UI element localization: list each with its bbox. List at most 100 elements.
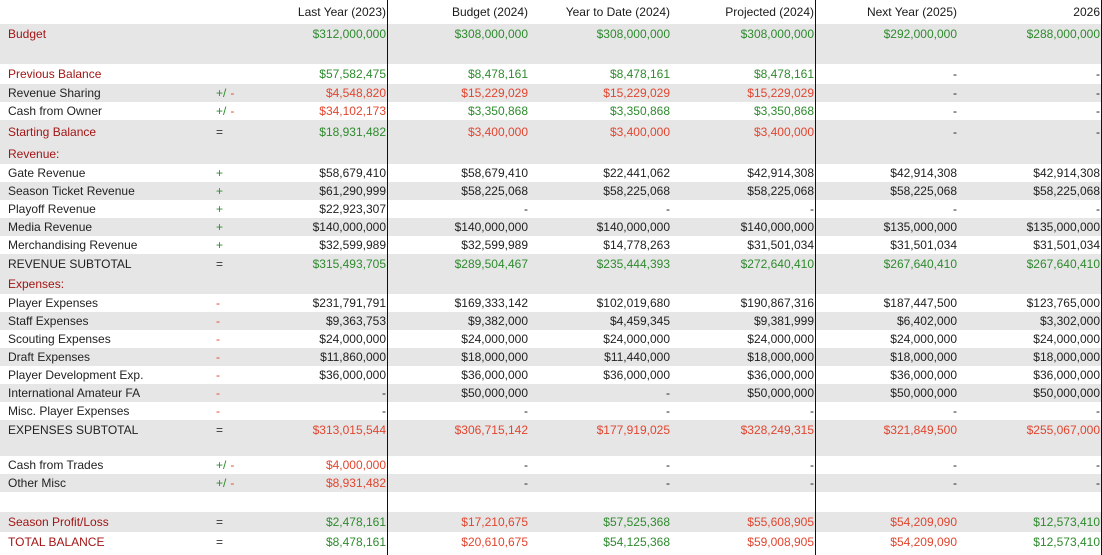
value-cell: $32,599,989 — [319, 238, 386, 252]
operator-symbol: + — [216, 184, 224, 198]
row-operator: = — [210, 254, 250, 274]
value-cell: $3,302,000 — [1039, 314, 1100, 328]
header-projected: Projected (2024) — [725, 5, 814, 19]
row-operator: + — [210, 164, 250, 182]
row-label: Scouting Expenses — [8, 332, 111, 346]
table-row: Media Revenue + $140,000,000 $140,000,000 $1… — [0, 218, 1102, 236]
table-row: TOTAL BALANCE = $8,478,161 $20,610,675 $54,1… — [0, 532, 1102, 552]
table-row: Other Misc +/- $8,931,482- - - - - — [0, 474, 1102, 492]
table-row: Budget $312,000,000 $308,000,000 $308,000,0… — [0, 24, 1102, 44]
header-year-to-date: Year to Date (2024) — [565, 5, 670, 19]
value-cell: $235,444,393 — [596, 257, 670, 271]
row-operator: = — [210, 120, 250, 144]
row-operator: + — [210, 236, 250, 254]
operator-symbol: +/ — [216, 476, 227, 490]
row-operator — [210, 274, 250, 294]
value-cell: $58,225,068 — [461, 184, 528, 198]
value-cell: $169,333,142 — [454, 296, 528, 310]
row-label: TOTAL BALANCE — [8, 535, 105, 549]
operator-symbol: + — [216, 238, 224, 252]
value-cell: $42,914,308 — [890, 166, 957, 180]
table-row: Player Development Exp. - $36,000,000 $36,0… — [0, 366, 1102, 384]
value-cell: $8,478,161 — [609, 67, 670, 81]
value-cell: $50,000,000 — [747, 386, 814, 400]
value-cell: $58,225,068 — [603, 184, 670, 198]
value-cell: $187,447,500 — [883, 296, 957, 310]
table-row: Revenue Sharing +/- $4,548,820 $15,229,029 $… — [0, 84, 1102, 102]
row-label: Cash from Trades — [8, 458, 104, 472]
operator-symbol: - — [216, 386, 220, 400]
value-cell: - — [524, 202, 528, 216]
value-cell: $54,125,368 — [603, 535, 670, 549]
table-row: Playoff Revenue + $22,923,307 - - - - - — [0, 200, 1102, 218]
table-row: REVENUE SUBTOTAL = $315,493,705 $289,504,46… — [0, 254, 1102, 274]
value-cell: $11,440,000 — [604, 350, 670, 364]
value-cell: $3,350,868 — [753, 104, 814, 118]
row-operator: - — [210, 330, 250, 348]
value-cell: $292,000,000 — [883, 27, 957, 41]
table-row: Previous Balance $57,582,475 $8,478,161 $8,… — [0, 64, 1102, 84]
operator-symbol: = — [216, 423, 224, 437]
value-cell: $8,478,161 — [325, 535, 386, 549]
value-cell: $4,548,820 — [325, 86, 386, 100]
value-cell: $321,849,500 — [883, 423, 957, 437]
row-label: International Amateur FA — [8, 386, 141, 400]
row-label: Player Development Exp. — [8, 368, 144, 382]
value-cell: $24,000,000 — [603, 332, 670, 346]
header-last-year: Last Year (2023) — [297, 5, 386, 19]
value-cell: $135,000,000 — [1026, 220, 1100, 234]
table-row: Player Expenses - $231,791,791 $169,333,142… — [0, 294, 1102, 312]
value-cell: $17,210,675 — [461, 515, 528, 529]
value-cell: $18,000,000 — [747, 350, 814, 364]
value-cell: $57,525,368 — [603, 515, 670, 529]
value-cell: - — [810, 458, 814, 472]
row-operator: - — [210, 348, 250, 366]
row-label: Gate Revenue — [8, 166, 86, 180]
value-cell: $15,229,029 — [747, 86, 814, 100]
value-cell: $58,225,068 — [747, 184, 814, 198]
value-cell: - — [1096, 202, 1100, 216]
value-cell: $58,225,068 — [1033, 184, 1100, 198]
value-cell: $18,000,000 — [461, 350, 528, 364]
operator-symbol: - — [230, 458, 235, 472]
value-cell: $315,493,705 — [312, 257, 386, 271]
row-operator — [210, 64, 250, 84]
value-cell: - — [666, 458, 670, 472]
value-cell: $3,400,000 — [467, 125, 528, 139]
operator-symbol: - — [216, 404, 220, 418]
value-cell: - — [953, 458, 957, 472]
table-row — [0, 44, 1102, 64]
value-cell: - — [1096, 404, 1100, 418]
value-cell: $6,402,000 — [896, 314, 957, 328]
value-cell: $32,599,989 — [461, 238, 528, 252]
column-divider — [387, 0, 388, 555]
value-cell: $308,000,000 — [454, 27, 528, 41]
operator-symbol: - — [230, 476, 235, 490]
value-cell: $140,000,000 — [312, 220, 386, 234]
value-cell: $50,000,000 — [890, 386, 957, 400]
table-row: Expenses: — [0, 274, 1102, 294]
table-row: Misc. Player Expenses - - - - - - - — [0, 402, 1102, 420]
row-label — [8, 492, 208, 512]
value-cell: - — [953, 104, 957, 118]
value-cell: $18,000,000 — [890, 350, 957, 364]
row-operator: +/- — [210, 84, 250, 102]
value-cell: $15,229,029 — [603, 86, 670, 100]
value-cell: $288,000,000 — [1026, 27, 1100, 41]
value-cell: $61,290,999 — [319, 184, 386, 198]
value-cell: $24,000,000 — [461, 332, 528, 346]
value-cell: $328,249,315 — [740, 423, 814, 437]
row-operator — [210, 440, 250, 456]
table-row: Staff Expenses - $9,363,753 $9,382,000 $4,45… — [0, 312, 1102, 330]
value-cell: - — [953, 476, 957, 490]
value-cell: $4,459,345 — [609, 314, 670, 328]
value-cell: $267,640,410 — [883, 257, 957, 271]
value-cell: $54,209,090 — [890, 515, 957, 529]
table-row: International Amateur FA - - $50,000,000 - $5… — [0, 384, 1102, 402]
value-cell: $135,000,000 — [883, 220, 957, 234]
value-cell: $312,000,000 — [312, 27, 386, 41]
operator-symbol: - — [216, 368, 220, 382]
value-cell: - — [810, 404, 814, 418]
value-cell: $313,015,544 — [312, 423, 386, 437]
